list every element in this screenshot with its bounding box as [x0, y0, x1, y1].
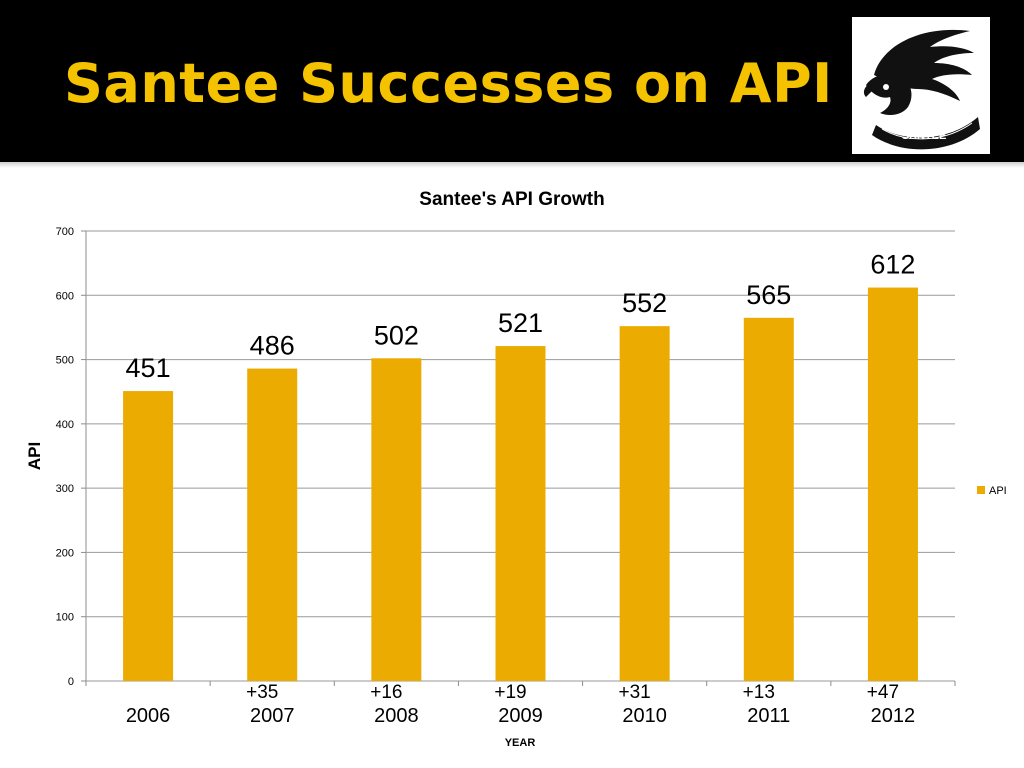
- y-tick-label: 400: [56, 419, 74, 431]
- bar-2008: [371, 358, 422, 681]
- bar-2011: [743, 317, 794, 681]
- slide-header: Santee Successes on API SANTEE: [0, 0, 1024, 162]
- legend-swatch: [977, 486, 985, 494]
- y-tick-label: 600: [56, 290, 74, 302]
- data-label: 486: [250, 331, 295, 361]
- y-tick-label: 700: [56, 226, 74, 238]
- bar-2009: [495, 346, 546, 681]
- legend-label: API: [989, 485, 1007, 497]
- x-tick-label: 2012: [871, 705, 916, 727]
- logo-wordmark: SANTEE: [902, 130, 947, 142]
- x-tick-label: 2011: [747, 705, 790, 727]
- header-divider: [0, 162, 1024, 168]
- bar-2006: [123, 391, 174, 681]
- data-label: 521: [498, 308, 543, 338]
- change-label: +31: [619, 682, 651, 703]
- y-axis-label: API: [25, 442, 44, 470]
- x-tick-label: 2006: [126, 705, 171, 727]
- santee-logo: SANTEE: [852, 17, 990, 154]
- x-tick-label: 2009: [498, 705, 543, 727]
- data-label: 552: [622, 288, 667, 318]
- y-tick-label: 0: [68, 676, 74, 688]
- slide-title: Santee Successes on API: [64, 52, 833, 115]
- api-growth-chart: Santee's API Growth 0 100 200 300 400 500 600 7…: [25, 189, 1007, 749]
- change-label: +19: [494, 682, 526, 703]
- eagle-logo-icon: SANTEE: [863, 29, 980, 150]
- bar-2007: [247, 368, 298, 681]
- y-tick-label: 500: [56, 355, 74, 367]
- chart-title: Santee's API Growth: [419, 189, 604, 210]
- y-tick-label: 200: [56, 547, 74, 559]
- data-label: 565: [746, 280, 791, 310]
- change-label: +35: [246, 682, 278, 703]
- change-label: +47: [867, 682, 899, 703]
- y-tick-label: 100: [56, 612, 74, 624]
- change-label: +13: [743, 682, 775, 703]
- x-tick-label: 2010: [622, 705, 667, 727]
- data-label: 451: [126, 353, 171, 383]
- data-label: 502: [374, 320, 419, 350]
- bar-2010: [619, 326, 670, 681]
- y-tick-label: 300: [56, 483, 74, 495]
- x-tick-label: 2007: [250, 705, 295, 727]
- x-tick-label: 2008: [374, 705, 419, 727]
- bar-2012: [867, 287, 918, 681]
- change-label: +16: [370, 682, 402, 703]
- chart-legend: API: [977, 485, 1007, 497]
- x-axis-label: YEAR: [505, 737, 536, 749]
- data-label: 612: [870, 250, 915, 280]
